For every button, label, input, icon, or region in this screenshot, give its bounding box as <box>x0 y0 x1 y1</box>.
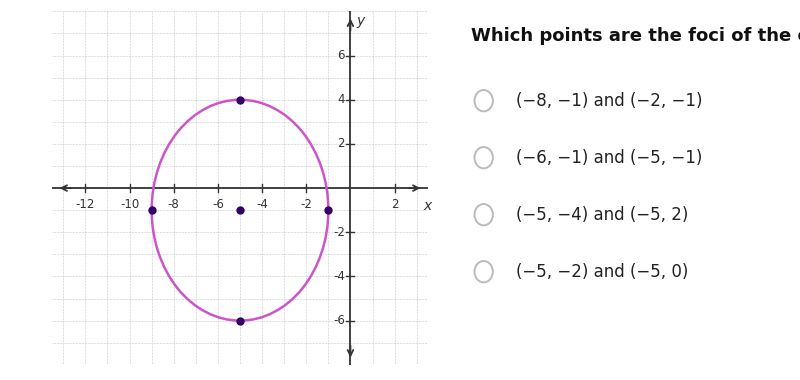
Text: 4: 4 <box>338 93 345 106</box>
Text: 2: 2 <box>391 198 398 211</box>
Text: -4: -4 <box>256 198 268 211</box>
Text: (−8, −1) and (−2, −1): (−8, −1) and (−2, −1) <box>517 92 703 110</box>
Text: -2: -2 <box>300 198 312 211</box>
Text: Which points are the foci of the ellipse?: Which points are the foci of the ellipse… <box>470 27 800 44</box>
Text: -10: -10 <box>120 198 139 211</box>
Text: -2: -2 <box>333 226 345 239</box>
Text: x: x <box>423 199 431 213</box>
Text: -4: -4 <box>333 270 345 283</box>
Text: -12: -12 <box>76 198 95 211</box>
Text: (−6, −1) and (−5, −1): (−6, −1) and (−5, −1) <box>517 149 703 167</box>
Text: 2: 2 <box>338 138 345 150</box>
Text: -6: -6 <box>212 198 224 211</box>
Text: (−5, −2) and (−5, 0): (−5, −2) and (−5, 0) <box>517 263 689 281</box>
Text: y: y <box>356 14 364 28</box>
Text: -8: -8 <box>168 198 180 211</box>
Text: (−5, −4) and (−5, 2): (−5, −4) and (−5, 2) <box>517 206 689 224</box>
Text: 6: 6 <box>338 49 345 62</box>
Text: -6: -6 <box>333 314 345 327</box>
